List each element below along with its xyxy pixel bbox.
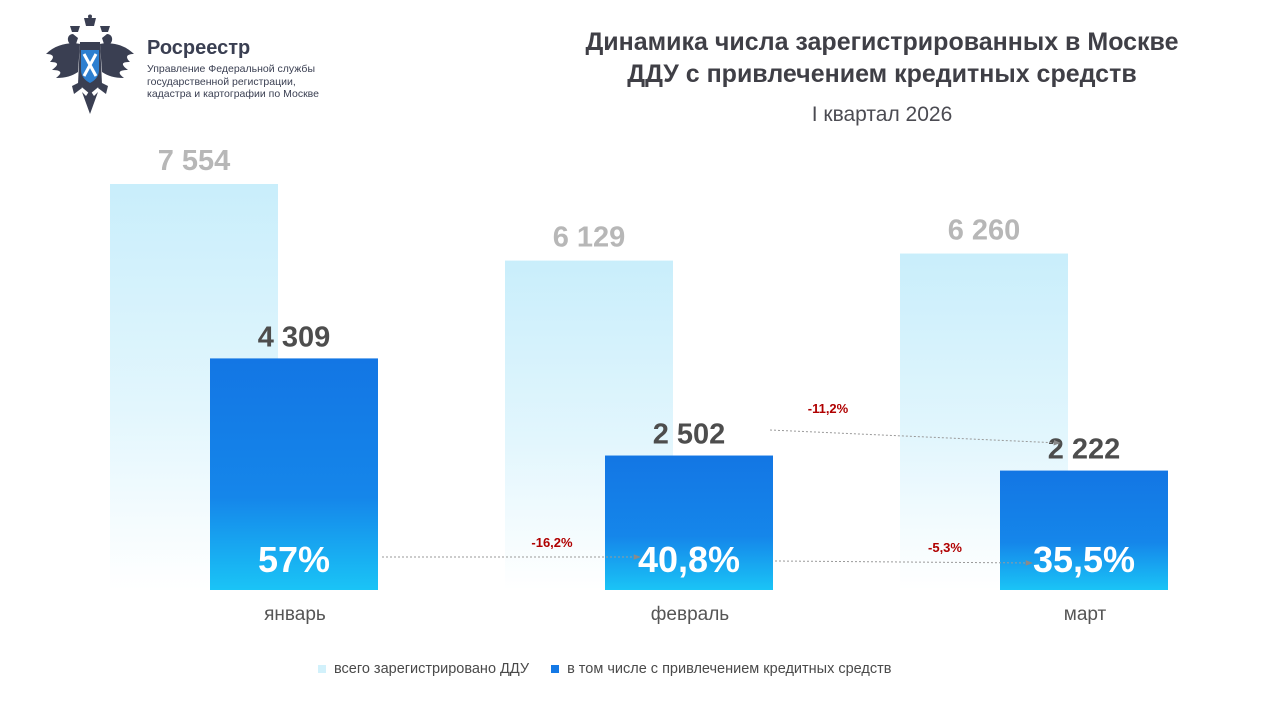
change-arrow [769, 429, 1061, 446]
org-subtitle-line: Управление Федеральной службы [147, 63, 315, 75]
bar-credit-1 [605, 455, 773, 590]
change-arrow [774, 560, 1033, 566]
x-tick-label: март [1064, 604, 1107, 625]
x-tick-label: январь [264, 604, 326, 625]
share-label: 35,5% [1033, 539, 1135, 580]
data-label-total: 7 554 [158, 145, 231, 177]
legend-item-total: всего зарегистрировано ДДУ [318, 661, 529, 677]
legend: всего зарегистрировано ДДУ в том числе с… [318, 661, 913, 677]
chart-title-line-2: ДДУ с привлечением кредитных средств [627, 60, 1137, 88]
data-label-total: 6 129 [553, 222, 626, 254]
change-label: -11,2% [808, 401, 849, 416]
legend-label-credit: в том числе с привлечением кредитных сре… [567, 661, 892, 677]
legend-label-total: всего зарегистрировано ДДУ [334, 661, 530, 677]
chart-title: Динамика числа зарегистрированных в Моск… [520, 26, 1244, 90]
org-name: Росреестр [147, 37, 251, 59]
russian-eagle-emblem-icon [46, 14, 134, 114]
chart-title-line-1: Динамика числа зарегистрированных в Моск… [585, 28, 1179, 56]
legend-swatch-total [318, 665, 326, 673]
legend-swatch-credit [551, 665, 560, 673]
share-label: 57% [258, 539, 330, 580]
org-subtitle: Управление Федеральной службы государств… [147, 63, 347, 101]
change-label: -16,2% [531, 535, 573, 550]
data-label-credit: 2 222 [1048, 434, 1121, 466]
change-label: -5,3% [928, 540, 962, 555]
data-label-credit: 2 502 [653, 419, 726, 451]
data-label-credit: 4 309 [258, 321, 331, 353]
legend-item-credit: в том числе с привлечением кредитных сре… [551, 661, 891, 677]
rosreestr-logo [40, 14, 140, 118]
chart-subtitle: I квартал 2026 [811, 103, 953, 126]
share-label: 40,8% [638, 539, 740, 580]
data-label-total: 6 260 [948, 215, 1021, 247]
org-subtitle-line: государственной регистрации, [147, 75, 296, 88]
x-tick-label: февраль [651, 604, 730, 625]
bar-credit-0 [210, 358, 378, 590]
org-subtitle-line: кадастра и картографии по Москве [147, 88, 319, 100]
bar-credit-2 [1000, 470, 1168, 590]
